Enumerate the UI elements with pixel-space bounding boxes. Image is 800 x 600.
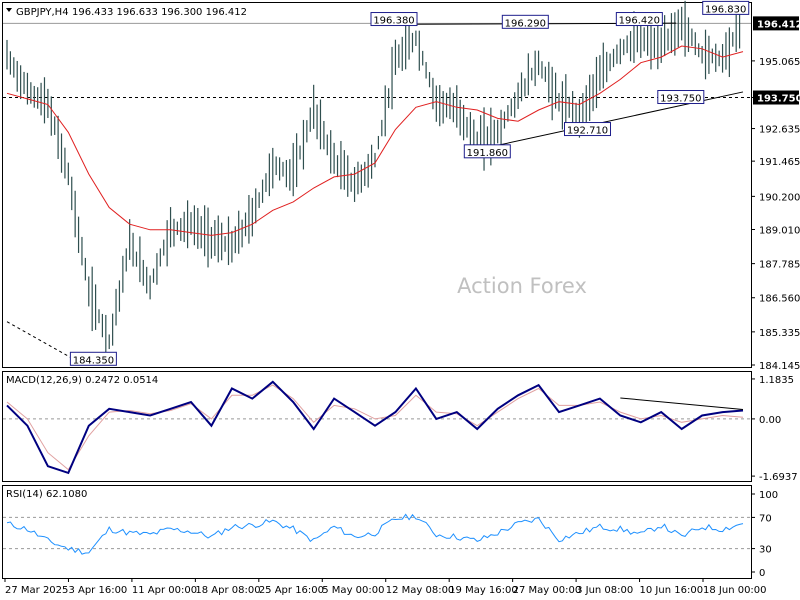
symbol-label: GBPJPY,H4 <box>16 7 69 18</box>
x-tick-label: 12 May 08:00 <box>386 585 455 596</box>
moving-average-line <box>6 45 744 236</box>
macd-trendline <box>620 397 744 410</box>
trendline <box>6 321 75 360</box>
price-annotation-box <box>501 14 549 29</box>
macd-panel-frame <box>2 371 752 482</box>
price-annotation-box <box>702 0 750 15</box>
macd-tick-label: 0.00 <box>759 415 781 426</box>
rsi-title: RSI(14) 62.1080 <box>6 489 87 500</box>
current-price-label: 196.412 <box>757 19 800 30</box>
price-tick-label: 185.335 <box>759 328 800 339</box>
price-tick-label: 186.560 <box>759 294 800 305</box>
macd-main-line <box>6 380 744 475</box>
rsi-line <box>6 513 744 555</box>
rsi-tick-label: 100 <box>759 490 778 501</box>
price-annotation-box <box>564 122 612 137</box>
x-tick-label: 19 May 16:00 <box>449 585 518 596</box>
x-tick-label: 10 Jun 16:00 <box>640 585 704 596</box>
rsi-tick-label: 30 <box>759 545 772 556</box>
level-price-tag <box>753 90 799 105</box>
macd-tick-label: -1.6937 <box>759 472 798 483</box>
rsi-layer: 100 70 30 0 <box>3 490 778 579</box>
main-price-layer: 196.412 195.065 193.750 192.635 191.465 190.2… <box>3 0 800 372</box>
price-annotation-label: 193.750 <box>660 94 701 105</box>
level-price-label: 193.750 <box>757 94 800 105</box>
price-tick-label: 192.635 <box>759 125 800 136</box>
macd-tick-label: 1.1835 <box>759 375 794 386</box>
x-tick-label: 3 Jun 08:00 <box>576 585 633 596</box>
chart-header: GBPJPY,H4 196.433 196.633 196.300 196.41… <box>6 7 247 18</box>
price-annotation-label: 196.420 <box>619 16 660 27</box>
x-tick-label: 3 Apr 16:00 <box>68 585 127 596</box>
price-annotation-label: 196.290 <box>505 18 546 29</box>
macd-title: MACD(12,26,9) 0.2472 0.0514 <box>6 375 158 386</box>
x-tick-label: 27 Mar 2025 <box>5 585 68 596</box>
x-tick-label: 5 May 00:00 <box>322 585 384 596</box>
rsi-tick-label: 0 <box>759 568 765 579</box>
price-tick-label: 184.145 <box>759 361 800 372</box>
dropdown-triangle-icon[interactable] <box>6 8 12 12</box>
current-price-tag <box>753 16 799 31</box>
price-annotation-box <box>657 90 705 105</box>
x-tick-label: 25 Apr 16:00 <box>259 585 324 596</box>
price-annotation-label: 192.710 <box>567 126 608 137</box>
price-tick-label: 195.065 <box>759 57 800 68</box>
price-annotation-box <box>615 12 663 27</box>
macd-layer: 1.1835 0.00 -1.6937 <box>3 375 798 483</box>
price-annotation-label: 191.860 <box>467 148 508 159</box>
x-tick-label: 27 May 00:00 <box>513 585 582 596</box>
x-tick-label: 18 Apr 08:00 <box>195 585 260 596</box>
rsi-tick-label: 70 <box>759 513 772 524</box>
main-panel-frame <box>2 2 752 368</box>
price-annotation-box <box>370 12 418 27</box>
x-tick-label: 11 Apr 00:00 <box>132 585 197 596</box>
price-tick-label: 189.010 <box>759 226 800 237</box>
price-annotation-box <box>463 144 511 159</box>
price-tick-label: 187.785 <box>759 260 800 271</box>
price-tick-label: 191.465 <box>759 157 800 168</box>
rsi-panel-frame <box>2 485 752 579</box>
x-tick-label: 18 Jun 00:00 <box>703 585 767 596</box>
watermark: Action Forex <box>457 274 587 298</box>
price-annotation-label: 184.350 <box>73 355 114 366</box>
ohlc-label: 196.433 196.633 196.300 196.412 <box>72 7 247 18</box>
price-annotation-box <box>69 351 117 366</box>
macd-signal-line <box>6 384 744 471</box>
price-tick-label: 190.200 <box>759 192 800 203</box>
price-annotation-label: 196.830 <box>705 4 746 15</box>
price-annotation-label: 196.380 <box>373 16 414 27</box>
